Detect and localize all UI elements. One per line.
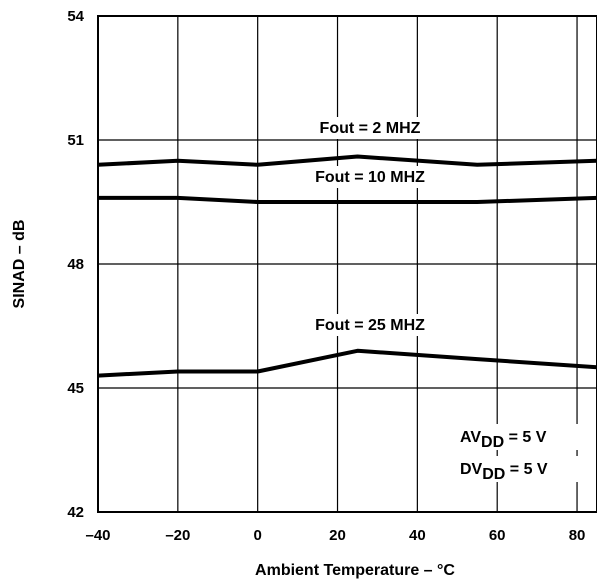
x-tick-label: –40 [85,527,110,544]
y-tick-label: 45 [67,380,84,397]
x-tick-label: 60 [489,527,506,544]
y-tick-label: 48 [67,256,84,273]
tick-labels: –40 –20 0 20 40 60 80 42 45 48 51 54 [67,8,585,544]
x-tick-label: 20 [329,527,346,544]
series-label-3: Fout = 25 MHZ [315,317,425,334]
x-tick-label: 0 [254,527,262,544]
series-labels: Fout = 2 MHZ Fout = 10 MHZ Fout = 25 MHZ [290,117,450,336]
x-axis-label: Ambient Temperature – °C [255,562,455,579]
dvdd-label: DVDD = 5 V [460,461,548,483]
series-line-3 [97,348,597,378]
series-label-2: Fout = 10 MHZ [315,169,425,186]
y-tick-label: 42 [67,504,84,521]
avdd-label: AVDD = 5 V [460,429,547,451]
x-tick-label: 40 [409,527,426,544]
series-line-2 [98,195,597,204]
plot-frame [97,15,597,513]
series-label-bg [290,166,450,188]
x-tick-label: –20 [165,527,190,544]
y-tick-label: 51 [67,132,84,149]
series-label-bg [290,314,450,336]
avdd-label-bg [455,424,583,450]
plot-area-border [97,15,597,513]
x-tick-label: 80 [569,527,586,544]
series-label-1: Fout = 2 MHZ [320,120,421,137]
dvdd-label-bg [455,456,583,482]
y-axis-label: SINAD – dB [11,220,28,309]
supply-conditions: AVDD = 5 V DVDD = 5 V [455,424,583,483]
series-lines [97,154,597,378]
series-label-bg [294,117,446,139]
y-tick-label: 54 [67,8,84,25]
series-line-1 [97,154,597,167]
